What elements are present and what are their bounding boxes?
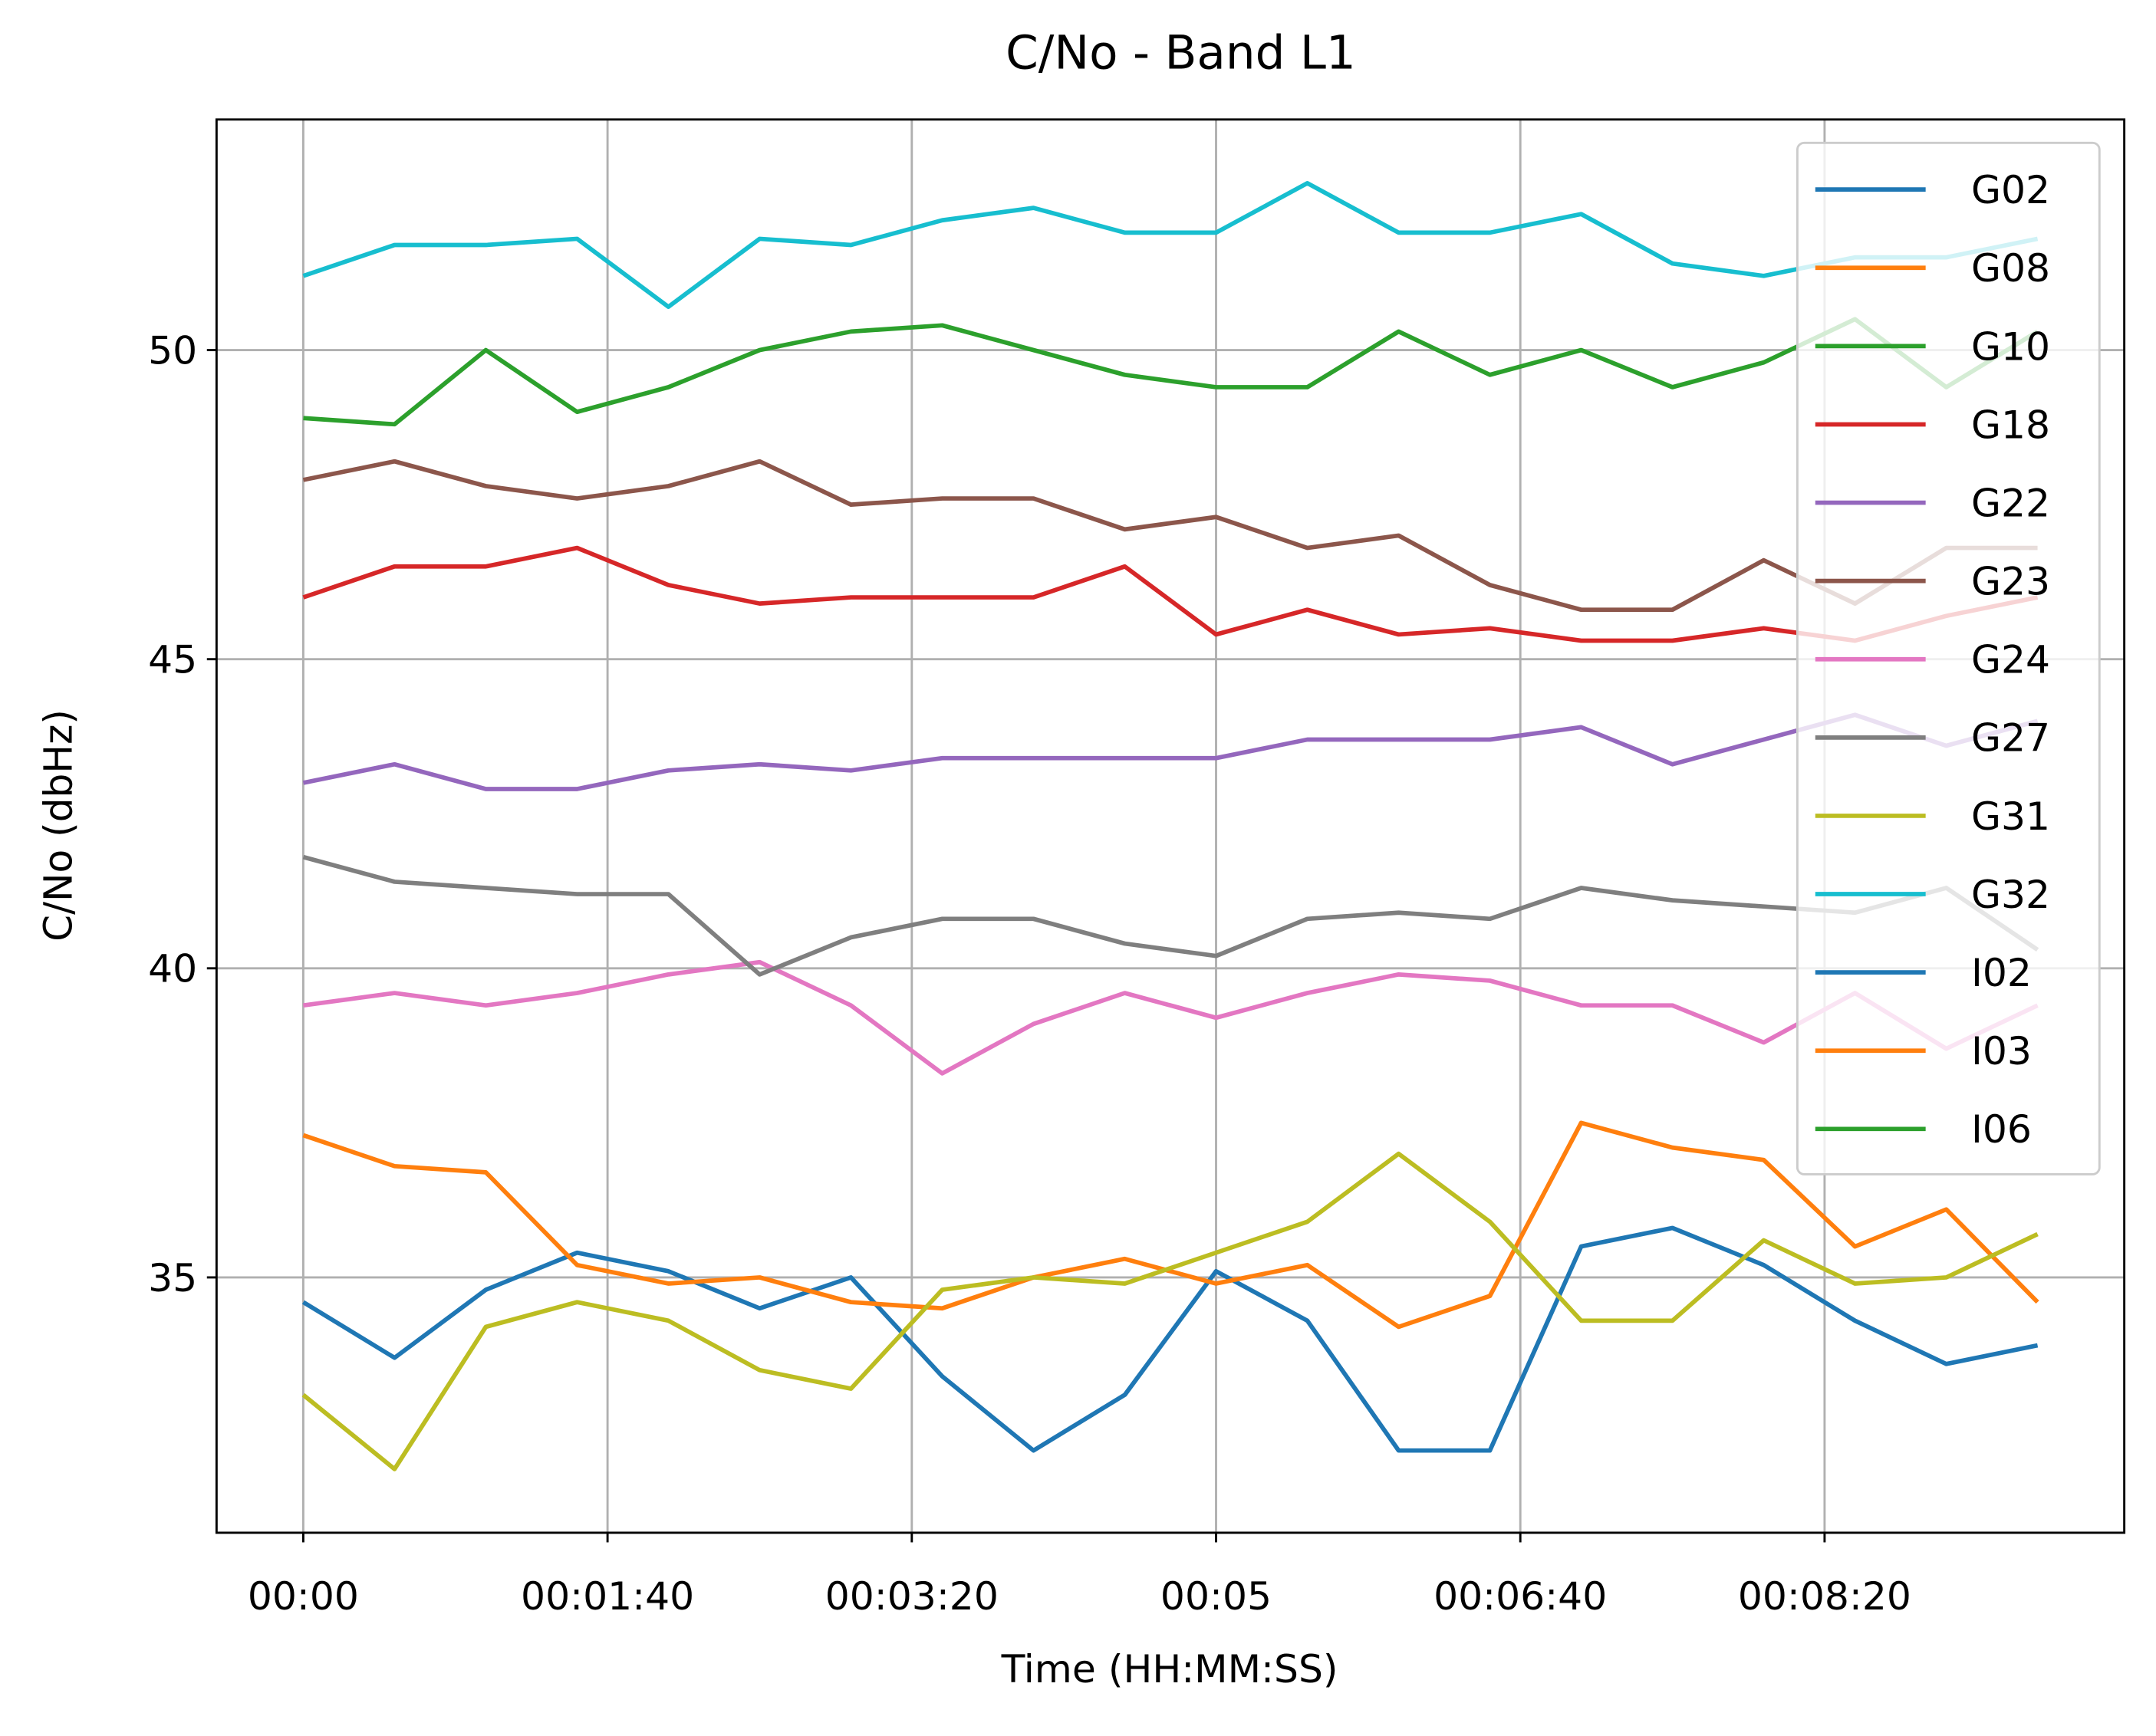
data-line: [301, 1225, 2039, 1453]
x-tick-label: 00:01:40: [521, 1573, 694, 1619]
data-line: [301, 1151, 2039, 1471]
legend-label: G18: [1971, 402, 2050, 447]
legend-label: I03: [1971, 1028, 2032, 1073]
y-tick-label: 40: [148, 946, 197, 991]
x-axis-label: Time (HH:MM:SS): [1001, 1646, 1338, 1692]
data-line: [302, 712, 2039, 791]
legend-label: G27: [1971, 715, 2050, 761]
plot-frame: [215, 118, 2126, 1534]
x-tick-label: 00:06:40: [1433, 1573, 1607, 1619]
legend: G02 G08 G10 G18 G22 G23 G24 G27 G31 G32 I02 I03 I06: [1796, 141, 2101, 1175]
y-tick-label: 35: [148, 1255, 197, 1300]
lines: [301, 181, 2039, 1471]
legend-label: I02: [1971, 950, 2032, 995]
legend-box: [1796, 141, 2101, 1175]
x-tick-label: 00:03:20: [825, 1573, 999, 1619]
data-line: [302, 181, 2039, 309]
legend-label: G23: [1971, 559, 2050, 604]
legend-label: I06: [1971, 1106, 2032, 1152]
legend-label: G10: [1971, 324, 2050, 369]
data-line: [302, 545, 2039, 643]
legend-label: G02: [1971, 167, 2050, 212]
data-line: [302, 459, 2038, 613]
legend-label: G08: [1971, 245, 2050, 291]
legend-label: G22: [1971, 481, 2050, 526]
legend-label: G31: [1971, 794, 2050, 839]
data-line: [302, 1120, 2039, 1330]
x-tick-label: 00:05: [1160, 1573, 1272, 1619]
legend-label: G24: [1971, 637, 2050, 682]
legend-label: G32: [1971, 872, 2050, 917]
x-tick-label: 00:00: [248, 1573, 359, 1619]
data-line: [302, 854, 2039, 977]
chart-title: C/No - Band L1: [1006, 26, 1356, 81]
ticks: 00:00 00:01:40 00:03:20 00:05 00:06:40 00:08:…: [148, 328, 1911, 1619]
y-tick-label: 45: [148, 637, 197, 682]
data-line: [303, 959, 2039, 1076]
data-line: [303, 317, 2039, 427]
y-axis-label: C/No (dbHz): [35, 709, 81, 942]
x-tick-label: 00:08:20: [1738, 1573, 1911, 1619]
y-tick-label: 50: [148, 328, 197, 373]
